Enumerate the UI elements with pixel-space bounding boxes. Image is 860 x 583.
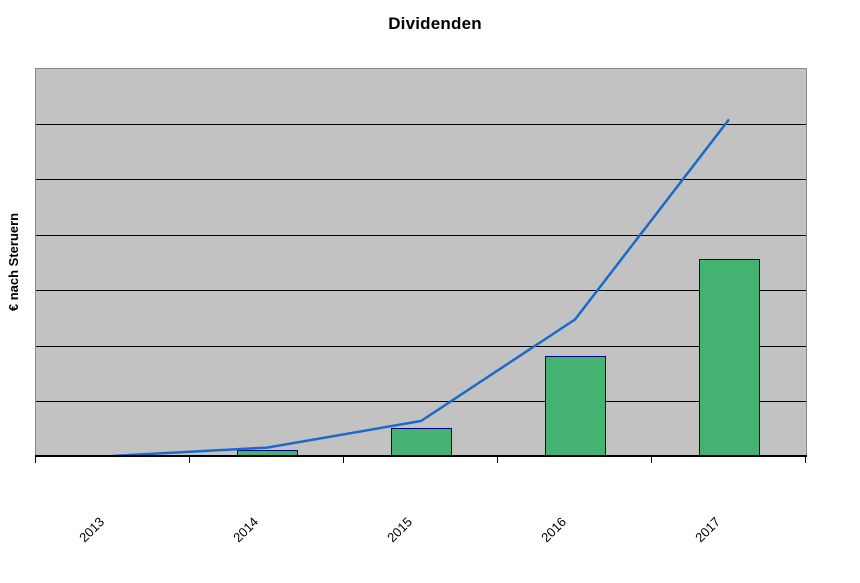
gridline [36, 179, 806, 181]
bar-2014 [236, 450, 298, 457]
trend-line-layer [112, 118, 730, 458]
x-tick-label-2014: 2014 [230, 514, 262, 546]
gridline [36, 345, 806, 347]
gridline [36, 401, 806, 403]
x-tick-label-2017: 2017 [692, 514, 724, 546]
x-tick [497, 457, 498, 463]
x-tick [35, 457, 36, 463]
x-tick-label-2016: 2016 [538, 514, 570, 546]
x-tick [651, 457, 652, 463]
x-axis-line [35, 455, 807, 457]
x-tick-label-2015: 2015 [384, 514, 416, 546]
x-tick [805, 457, 806, 463]
x-tick [343, 457, 344, 463]
trend-line [112, 118, 730, 458]
chart-title: Dividenden [388, 14, 482, 33]
y-axis-title: € nach Steruern [6, 212, 21, 312]
gridline [36, 290, 806, 292]
bar-2017 [698, 259, 760, 457]
x-tick [189, 457, 190, 463]
bar-2015 [390, 428, 452, 457]
gridline [36, 234, 806, 236]
plot-area [35, 68, 807, 458]
x-tick-label-2013: 2013 [76, 514, 108, 546]
bar-2016 [544, 355, 606, 457]
gridline [36, 123, 806, 125]
